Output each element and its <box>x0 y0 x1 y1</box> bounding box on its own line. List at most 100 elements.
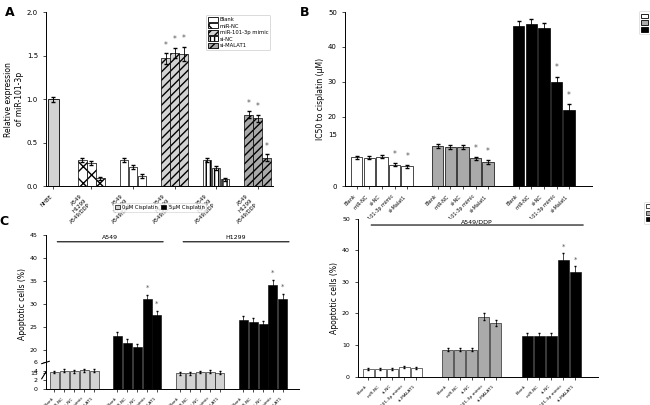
Bar <box>239 273 248 389</box>
Bar <box>351 158 363 186</box>
Bar <box>87 163 96 186</box>
Bar <box>78 160 86 186</box>
Bar <box>466 350 477 377</box>
Bar <box>482 162 494 186</box>
Bar <box>513 26 525 186</box>
Bar <box>215 373 224 389</box>
Text: *: * <box>486 147 490 156</box>
Bar <box>179 54 188 186</box>
Bar <box>249 275 257 389</box>
Bar <box>526 24 537 186</box>
Bar <box>113 336 122 405</box>
Bar <box>278 253 287 389</box>
Bar <box>80 370 88 389</box>
Bar <box>129 167 137 186</box>
Bar <box>123 294 132 389</box>
Bar <box>375 369 386 377</box>
Text: *: * <box>281 284 285 290</box>
Y-axis label: IC50 to cisplatin (μM): IC50 to cisplatin (μM) <box>316 58 325 140</box>
Bar <box>138 176 146 186</box>
Bar <box>244 115 253 186</box>
Bar <box>376 157 387 186</box>
Text: *: * <box>393 150 396 159</box>
Bar <box>278 299 287 405</box>
Text: *: * <box>271 270 274 276</box>
Text: *: * <box>474 143 478 153</box>
Bar <box>259 277 268 389</box>
Bar <box>142 299 151 405</box>
Bar <box>96 179 105 186</box>
Text: *: * <box>164 40 168 49</box>
Bar <box>212 168 220 186</box>
Bar <box>432 146 443 186</box>
Bar <box>387 369 398 377</box>
Bar <box>259 324 268 405</box>
Bar <box>478 317 489 377</box>
Bar <box>170 53 179 186</box>
Bar <box>522 336 533 377</box>
Bar <box>454 350 465 377</box>
Bar <box>60 371 69 389</box>
Bar <box>249 322 257 405</box>
Bar <box>205 372 214 389</box>
Bar <box>263 158 271 186</box>
Bar <box>268 240 278 389</box>
Legend: 0μM Cisplatin, 5μM Cisplatin: 0μM Cisplatin, 5μM Cisplatin <box>113 203 206 212</box>
Text: C: C <box>0 215 9 228</box>
Text: *: * <box>146 285 149 291</box>
Bar <box>457 147 469 186</box>
Bar <box>133 299 142 389</box>
Bar <box>389 165 400 186</box>
Bar <box>186 373 195 389</box>
Text: *: * <box>567 91 571 100</box>
Text: *: * <box>155 301 159 307</box>
Bar <box>203 160 211 186</box>
Bar <box>546 336 556 377</box>
Bar <box>123 343 132 405</box>
Bar <box>113 288 122 389</box>
Bar <box>534 336 545 377</box>
Bar <box>161 58 170 186</box>
Text: *: * <box>573 256 577 262</box>
Bar <box>551 82 562 186</box>
Bar <box>363 369 374 377</box>
Legend: A549, H1299, A549/DDP: A549, H1299, A549/DDP <box>639 11 650 34</box>
Text: B: B <box>300 6 309 19</box>
Bar <box>153 268 161 389</box>
Text: A549: A549 <box>102 235 118 241</box>
Legend: Blank, miR-NC, miR-101-3p mimic, si-NC, si-MALAT1: Blank, miR-NC, miR-101-3p mimic, si-NC, … <box>206 15 270 50</box>
Bar <box>443 350 453 377</box>
Text: *: * <box>181 34 185 43</box>
Bar <box>239 320 248 405</box>
Bar <box>411 368 422 377</box>
Bar <box>268 286 278 405</box>
Text: A549/DDP: A549/DDP <box>462 219 493 224</box>
Bar <box>90 371 99 389</box>
Text: *: * <box>554 64 558 72</box>
Bar <box>490 323 501 377</box>
Bar <box>133 347 142 405</box>
Text: H1299: H1299 <box>226 235 246 241</box>
Y-axis label: Relative expression
of miR-101-3p: Relative expression of miR-101-3p <box>5 62 24 136</box>
Bar <box>70 371 79 389</box>
Text: *: * <box>255 102 259 111</box>
Text: *: * <box>173 35 177 45</box>
Bar <box>176 373 185 389</box>
Bar <box>50 372 59 389</box>
Y-axis label: Apoptotic cells (%): Apoptotic cells (%) <box>330 262 339 334</box>
Bar <box>363 158 375 186</box>
Bar <box>142 253 151 389</box>
Bar <box>153 315 161 405</box>
Bar <box>399 367 410 377</box>
Text: *: * <box>247 99 251 108</box>
Bar <box>254 118 262 186</box>
Bar <box>470 158 481 186</box>
Bar <box>402 166 413 186</box>
Legend: 0μM Cisplatin, 10μM Cisplatin, 20μM Cisplatin: 0μM Cisplatin, 10μM Cisplatin, 20μM Cisp… <box>644 202 650 224</box>
Bar <box>569 273 580 377</box>
Text: *: * <box>265 142 268 151</box>
Bar <box>558 260 569 377</box>
Bar <box>120 160 128 186</box>
Text: *: * <box>562 244 565 249</box>
Bar <box>196 372 205 389</box>
